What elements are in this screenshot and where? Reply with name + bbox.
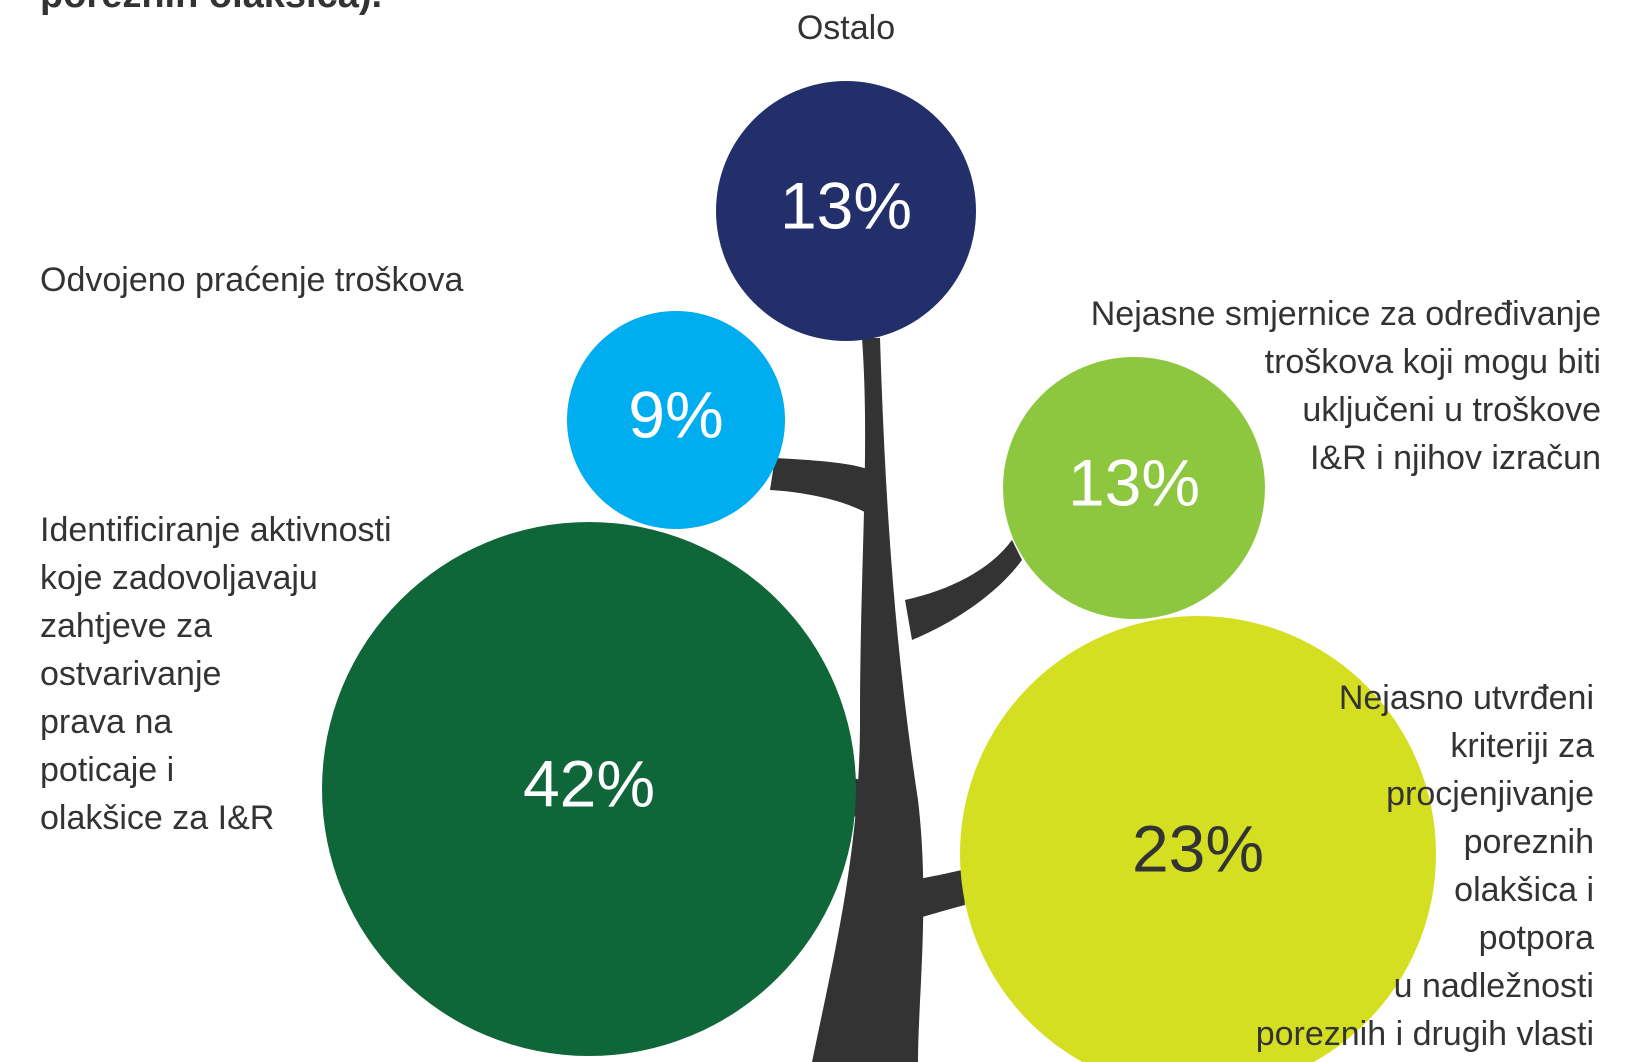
tree-trunk: [812, 338, 924, 1062]
value-label: 42%: [523, 746, 655, 820]
bubble: [1003, 357, 1265, 619]
chart-title: poreznih olakšica).: [40, 0, 382, 17]
value-label: 13%: [1068, 445, 1200, 519]
category-label: Nejasne smjernice za određivanje troškov…: [1090, 295, 1601, 477]
branch: [905, 540, 1022, 640]
bubble: [960, 616, 1436, 1062]
value-label: 13%: [780, 168, 912, 242]
branch: [770, 458, 870, 515]
value-label: 23%: [1132, 811, 1264, 885]
bubble: [716, 81, 976, 341]
bubble: [567, 311, 785, 529]
bubble: [322, 522, 856, 1056]
category-label: Odvojeno praćenje troškova: [40, 261, 464, 299]
category-label: Identificiranje aktivnosti koje zadovolj…: [40, 511, 392, 837]
branch: [900, 870, 965, 922]
category-label: Nejasno utvrđeni kriteriji za procjenjiv…: [1255, 679, 1594, 1053]
category-label: Ostalo: [796, 9, 896, 47]
value-label: 9%: [628, 377, 723, 451]
